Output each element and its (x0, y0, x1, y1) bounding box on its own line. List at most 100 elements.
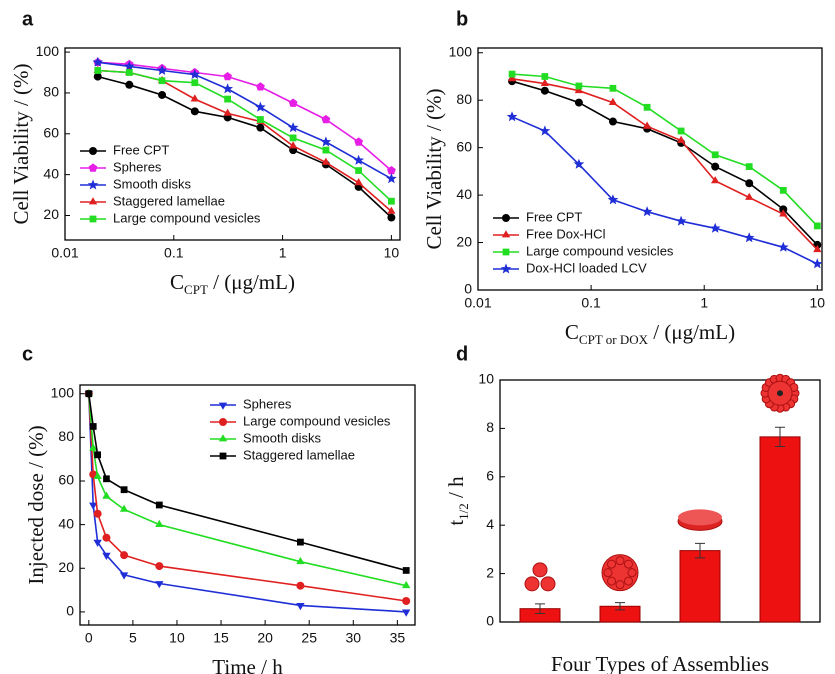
y-tick-label: 60 (43, 124, 59, 140)
data-point (189, 69, 201, 80)
x-tick-label: 0.1 (581, 295, 601, 311)
data-point (743, 232, 755, 243)
data-point (125, 69, 133, 76)
y-tick-label: 40 (456, 186, 472, 202)
legend-label: Spheres (113, 159, 162, 174)
y-tick-label: 60 (456, 138, 472, 154)
label-part: C (565, 320, 579, 344)
data-point (402, 580, 411, 589)
data-point (541, 73, 549, 80)
y-tick-label: 0 (66, 603, 74, 619)
data-point (120, 551, 129, 560)
data-point (103, 475, 110, 483)
data-point (387, 206, 396, 214)
icon-ball (540, 576, 556, 592)
series-line (511, 78, 818, 251)
x-tick-label: 10 (169, 630, 185, 646)
data-point (102, 533, 111, 542)
data-point (507, 74, 517, 82)
legend-marker (88, 163, 98, 172)
legend-label: Staggered lamellae (113, 193, 225, 208)
data-point (675, 215, 687, 226)
data-point (102, 552, 111, 560)
data-point (574, 98, 583, 107)
data-point (289, 134, 297, 142)
x-tick-label: 1 (700, 295, 708, 311)
data-point (257, 116, 264, 123)
data-point (402, 567, 410, 574)
data-point (190, 94, 199, 102)
label-part: t (444, 520, 468, 526)
x-tick-label: 10 (810, 295, 826, 311)
series-line (511, 73, 818, 227)
legend-label: Free Dox-HCl (526, 226, 606, 241)
data-point (574, 85, 584, 94)
data-point (125, 80, 134, 89)
assembly-icon (677, 509, 723, 531)
y-tick-label: 80 (43, 84, 59, 100)
data-point (223, 72, 232, 81)
panel-label: c (22, 343, 33, 365)
series-line (88, 393, 407, 613)
label-part: / h (444, 476, 468, 503)
data-point (779, 205, 788, 214)
data-point (402, 609, 411, 617)
data-point (120, 486, 128, 494)
label-part: / (μg/mL) (648, 320, 735, 344)
x-label-parts: CCPT / (μg/mL) (170, 270, 295, 298)
data-point (641, 206, 653, 217)
legend-marker (219, 452, 227, 460)
legend-marker (500, 263, 512, 274)
data-point (158, 90, 167, 99)
y-label: Cell Viability / (%) (9, 63, 33, 224)
y-tick-label: 20 (456, 233, 472, 249)
legend-label: Large compound vesicles (113, 210, 261, 225)
data-point (642, 121, 652, 129)
data-point (256, 123, 265, 132)
icon-ball (615, 580, 625, 590)
legend-marker (87, 179, 99, 190)
data-point (745, 192, 754, 200)
series-line (97, 61, 392, 172)
error-bar (535, 603, 545, 615)
icon-core (777, 390, 783, 397)
data-point (256, 82, 265, 91)
data-point (386, 173, 397, 184)
data-point (320, 136, 332, 147)
x-label-parts: CCPT or DOX / (μg/mL) (565, 320, 735, 348)
data-point (573, 158, 585, 169)
data-point (297, 538, 304, 546)
data-point (158, 77, 166, 85)
legend-marker (219, 418, 227, 426)
data-point (94, 67, 102, 74)
data-point (224, 95, 231, 103)
x-tick-label: 20 (257, 630, 273, 646)
series-line (88, 393, 407, 602)
label-part: C (170, 270, 184, 294)
data-point (677, 127, 685, 135)
y-tick-label: 40 (43, 165, 59, 181)
data-point (191, 79, 199, 87)
y-tick-label: 0 (464, 281, 472, 297)
data-point (353, 154, 364, 165)
data-point (812, 258, 823, 269)
y-tick-label: 0 (486, 613, 494, 629)
series-line (88, 393, 407, 587)
data-point (155, 581, 164, 589)
assembly-icon (601, 554, 639, 592)
data-point (190, 107, 199, 116)
data-point (155, 519, 164, 527)
y-tick-label: 40 (58, 515, 74, 531)
data-point (609, 84, 617, 92)
data-point (321, 114, 331, 124)
assembly-icon (524, 562, 556, 592)
data-point (540, 86, 549, 95)
data-point (296, 603, 305, 611)
data-point (289, 141, 298, 149)
y-tick-label: 8 (486, 419, 494, 435)
data-point (709, 222, 721, 233)
icon-ball (623, 559, 633, 569)
data-point (508, 70, 516, 78)
data-point (608, 117, 617, 126)
series-line (97, 75, 392, 219)
